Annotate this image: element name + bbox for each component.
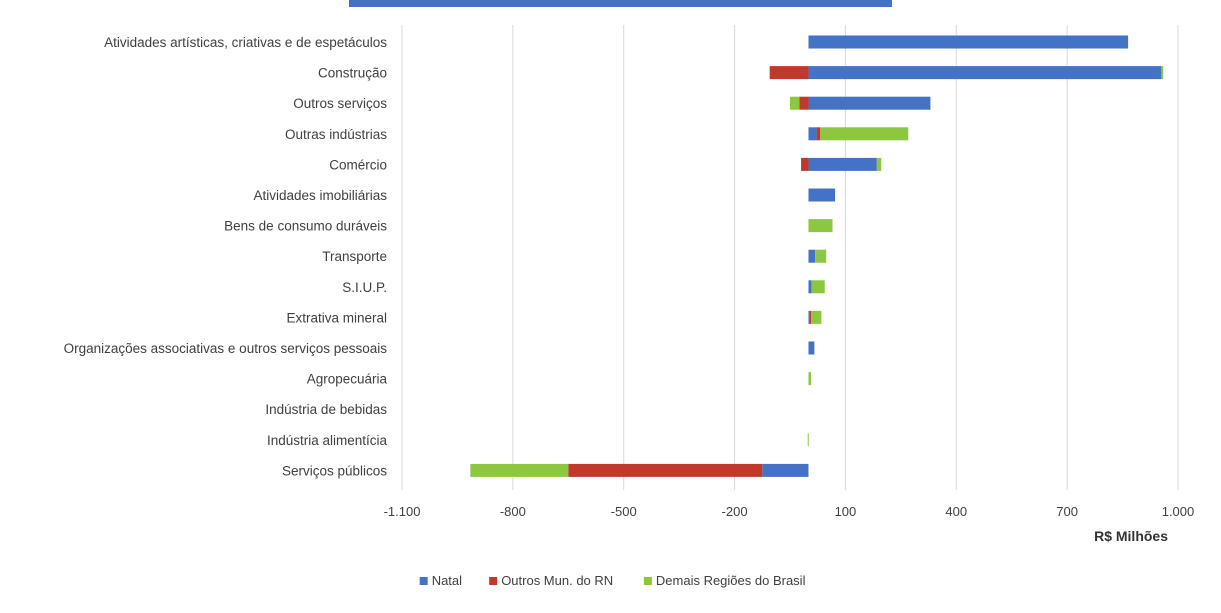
category-label: Comércio <box>329 157 387 172</box>
bar-segment <box>808 219 833 233</box>
bar-segment <box>769 66 809 80</box>
bar-segment <box>808 280 812 294</box>
legend-swatch <box>419 577 428 585</box>
category-label: Outros serviços <box>293 96 387 111</box>
bar-segment <box>808 157 877 171</box>
category-label: Outras indústrias <box>285 127 387 142</box>
top-banner <box>349 0 892 7</box>
legend-swatch <box>489 577 498 585</box>
legend: Natal Outros Mun. do RN Demais Regiões do … <box>419 573 806 588</box>
x-axis-title: R$ Milhões <box>1094 528 1168 544</box>
bar-segment <box>820 127 909 141</box>
category-labels: Atividades artísticas, criativas e de es… <box>64 35 388 478</box>
bar-segment <box>808 66 1162 80</box>
x-tick-label: -500 <box>611 504 637 519</box>
bar-segment <box>1161 66 1164 80</box>
legend-label: Natal <box>432 573 462 588</box>
bar-segment <box>808 127 817 141</box>
x-tick-label: 1.000 <box>1162 504 1195 519</box>
category-label: Bens de consumo duráveis <box>224 219 387 234</box>
x-tick-labels: -1.100 -800 -500 -200 100 400 700 1.000 <box>384 504 1195 519</box>
bar-segment <box>807 433 809 447</box>
x-tick-label: -800 <box>500 504 526 519</box>
bar-segment <box>808 35 1129 49</box>
bar-segment <box>876 157 882 171</box>
x-tick-label: 700 <box>1056 504 1078 519</box>
bar-segment <box>470 463 569 477</box>
category-label: Serviços públicos <box>282 463 387 478</box>
bar-segment <box>808 96 931 110</box>
x-tick-label: -1.100 <box>384 504 421 519</box>
bar-segment <box>808 249 816 263</box>
legend-label: Outros Mun. do RN <box>501 573 613 588</box>
bar-segment <box>808 188 836 202</box>
category-label: Indústria alimentícia <box>267 433 388 448</box>
bar-segment <box>799 96 809 110</box>
category-label: Extrativa mineral <box>286 310 387 325</box>
bar-segment <box>790 96 800 110</box>
category-label: Transporte <box>322 249 387 264</box>
category-label: Organizações associativas e outros servi… <box>64 341 388 356</box>
bar-segment <box>808 310 810 324</box>
bar-segment <box>568 463 763 477</box>
x-tick-label: 100 <box>835 504 857 519</box>
bar-segment <box>808 341 815 355</box>
grid-lines <box>401 25 1179 490</box>
category-label: Agropecuária <box>307 372 388 387</box>
legend-label: Demais Regiões do Brasil <box>656 573 806 588</box>
bar-segment <box>809 310 812 324</box>
category-label: Atividades artísticas, criativas e de es… <box>104 35 387 50</box>
bar-segment <box>808 372 812 386</box>
category-label: Construção <box>318 66 387 81</box>
x-tick-label: 400 <box>945 504 967 519</box>
bar-segment <box>815 249 827 263</box>
category-label: S.I.U.P. <box>342 280 387 295</box>
category-label: Atividades imobiliárias <box>253 188 387 203</box>
bar-segment <box>762 463 809 477</box>
category-label: Indústria de bebidas <box>265 402 387 417</box>
bar-segment <box>801 157 809 171</box>
x-tick-label: -200 <box>722 504 748 519</box>
bar-segment <box>816 127 821 141</box>
bars <box>470 35 1164 477</box>
bar-segment <box>811 280 825 294</box>
legend-swatch <box>643 577 652 585</box>
bar-segment <box>811 310 822 324</box>
